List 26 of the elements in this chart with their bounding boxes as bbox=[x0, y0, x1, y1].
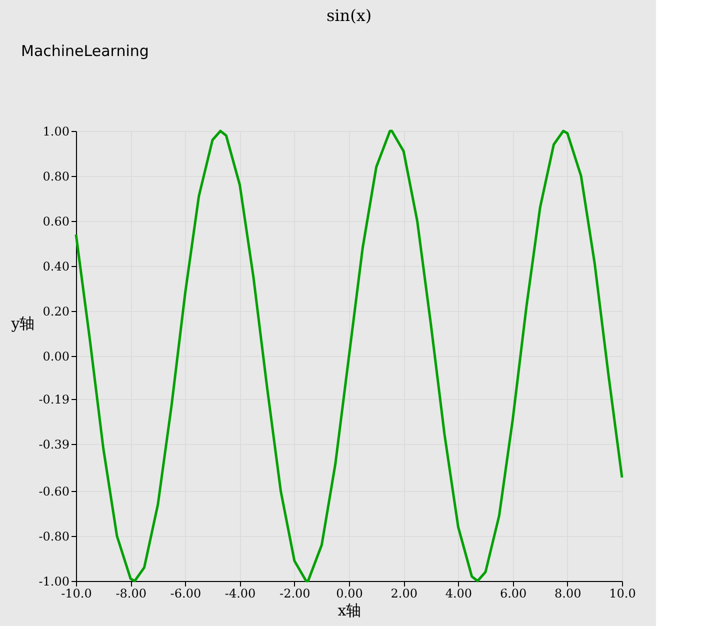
y-tick-label: 0.20 bbox=[42, 304, 70, 318]
x-tick-label: -2.00 bbox=[280, 586, 310, 600]
y-tick-label: -0.60 bbox=[38, 484, 70, 498]
x-tick-label: -10.0 bbox=[61, 586, 92, 600]
x-axis-title: x轴 bbox=[338, 602, 362, 620]
y-tick-label: 1.00 bbox=[42, 124, 70, 138]
x-tick-label: 2.00 bbox=[390, 586, 418, 600]
x-tick-label: -6.00 bbox=[170, 586, 202, 600]
y-tick-label: 0.40 bbox=[42, 260, 70, 274]
x-tick-label: -4.00 bbox=[224, 586, 256, 600]
x-tick-label: 4.00 bbox=[445, 586, 472, 600]
x-tick-label: 0.00 bbox=[336, 586, 363, 600]
y-tick-label: 0.60 bbox=[42, 214, 70, 228]
y-tick-label: -1.00 bbox=[38, 574, 70, 588]
x-tick-label: 10.0 bbox=[609, 586, 636, 600]
y-tick-label: -0.39 bbox=[38, 437, 70, 452]
y-tick-label: 0.00 bbox=[42, 350, 70, 364]
x-tick-label: -8.00 bbox=[116, 586, 146, 600]
y-axis-title: y轴 bbox=[10, 314, 35, 332]
x-tick-label: 8.00 bbox=[554, 586, 582, 600]
chart-title: sin(x) bbox=[326, 6, 372, 25]
x-tick-label: 6.00 bbox=[500, 586, 527, 600]
y-tick-label: 0.80 bbox=[42, 170, 70, 184]
y-tick-label: -0.80 bbox=[38, 530, 70, 544]
text: MachineLearning bbox=[21, 42, 149, 60]
y-tick-label: -0.19 bbox=[38, 392, 70, 406]
